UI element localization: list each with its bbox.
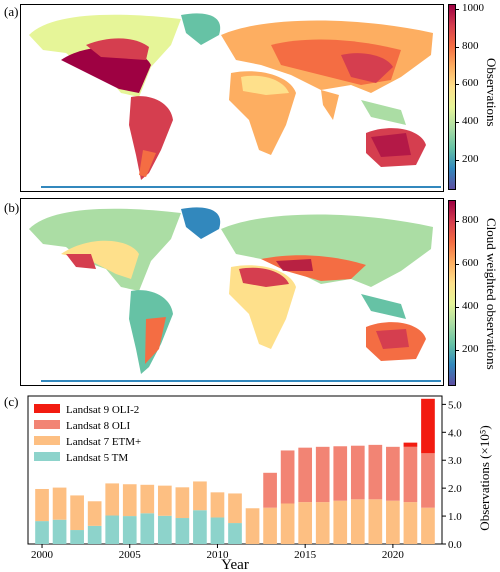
bar-2021-2: [403, 446, 418, 503]
observations-map: [20, 4, 444, 192]
y-axis-ticks: 0.0 1.0 2.0 3.0 4.0 5.0: [442, 399, 462, 551]
colorbar-b-tick: 600: [455, 257, 479, 269]
bar-2002-0: [70, 530, 84, 544]
y-tick-label: 2.0: [448, 483, 462, 495]
bar-2006-1: [140, 484, 155, 514]
colorbar-b-label: Cloud weighted observations: [484, 218, 499, 370]
bar-2011-0: [228, 523, 242, 544]
colorbar-a-tick: 1000: [455, 2, 484, 14]
y-axis-label: Observations (×10⁵): [477, 425, 492, 530]
colorbar-a-tick: 600: [455, 77, 479, 89]
x-tick-label: 2015: [294, 549, 317, 561]
bar-2007-0: [157, 515, 172, 544]
bar-2018-2: [350, 445, 365, 500]
y-tick-label: 1.0: [448, 511, 462, 523]
legend-label: Landsat 9 OLI-2: [66, 404, 139, 416]
x-tick-label: 2005: [119, 549, 142, 561]
colorbar-b-tick: 400: [455, 300, 479, 312]
bar-2013-2: [263, 472, 277, 508]
legend: Landsat 9 OLI-2 Landsat 8 OLI Landsat 7 ET…: [34, 404, 141, 464]
bar-2010-1: [210, 492, 225, 518]
world-map-cloud-weighted: [29, 207, 441, 382]
colorbar-b: [448, 200, 456, 386]
colorbar-b-tick: 200: [455, 343, 479, 355]
y-tick-label: 0.0: [448, 539, 462, 551]
panel-c-label: (c): [4, 394, 19, 409]
bar-2000-0: [35, 521, 49, 544]
colorbar-a-tick: 200: [455, 153, 479, 165]
bars-group: [35, 398, 435, 544]
landsat-bar-chart: 2000 2005 2010 2015 2020 0.01.02.03.04.05.0 …: [27, 395, 492, 572]
bar-2006-0: [140, 513, 155, 544]
legend-swatch: [34, 420, 60, 429]
x-tick-label: 2020: [382, 549, 405, 561]
colorbar-a: [448, 4, 456, 190]
legend-label: Landsat 5 TM: [66, 452, 128, 464]
legend-label: Landsat 8 OLI: [66, 420, 130, 432]
cloud-weighted-map: [20, 198, 444, 386]
bar-2020-1: [386, 500, 400, 544]
y-tick-label: 3.0: [448, 455, 462, 467]
bar-2017-2: [333, 446, 348, 501]
bar-2007-1: [157, 485, 172, 516]
bar-2004-1: [105, 483, 120, 516]
x-axis-ticks: 2000 2005 2010 2015 2020: [31, 544, 404, 561]
x-tick-label: 2010: [206, 549, 229, 561]
bar-2001-0: [52, 519, 67, 544]
bar-2000-1: [35, 488, 49, 522]
colorbar-a-label: Observations: [484, 58, 499, 127]
bar-2022-1: [421, 507, 435, 544]
bar-2003-1: [87, 501, 102, 526]
bar-2015-1: [298, 502, 313, 544]
legend-swatch: [34, 404, 60, 413]
bar-2020-2: [386, 446, 400, 501]
x-tick-label: 2000: [31, 549, 54, 561]
bar-2022-3: [421, 398, 435, 454]
bar-2019-2: [368, 444, 383, 500]
bar-2021-1: [403, 502, 418, 544]
bar-2010-0: [210, 517, 225, 544]
bar-2016-1: [315, 502, 330, 544]
bar-2004-0: [105, 515, 120, 544]
bar-2018-1: [350, 499, 365, 544]
legend-swatch: [34, 436, 60, 445]
bar-2022-2: [421, 453, 435, 508]
bar-2001-1: [52, 487, 67, 520]
bar-2021-3: [403, 442, 418, 447]
bar-2019-1: [368, 499, 383, 544]
bar-2017-1: [333, 500, 348, 544]
colorbar-b-tick: 800: [455, 214, 479, 226]
legend-label: Landsat 7 ETM+: [66, 436, 141, 448]
bar-2008-1: [175, 487, 190, 519]
bar-2014-1: [280, 503, 295, 544]
bar-2008-0: [175, 518, 190, 544]
world-map-observations: [29, 13, 441, 188]
bar-2003-0: [87, 525, 102, 544]
y-tick-label: 4.0: [448, 427, 462, 439]
colorbar-a-tick: 800: [455, 40, 479, 52]
colorbar-a-tick: 400: [455, 115, 479, 127]
x-axis-label: Year: [221, 557, 249, 572]
y-tick-label: 5.0: [448, 399, 462, 411]
bar-2013-1: [263, 507, 277, 544]
legend-swatch: [34, 452, 60, 461]
bar-2011-1: [228, 493, 242, 524]
bar-2005-0: [122, 516, 137, 544]
bar-2016-2: [315, 446, 330, 503]
bar-2012-1: [245, 508, 260, 544]
bar-2005-1: [122, 484, 137, 517]
bar-2009-1: [193, 481, 207, 511]
panel-b-label: (b): [4, 200, 20, 215]
bar-2002-1: [70, 495, 84, 531]
bar-2015-2: [298, 447, 313, 503]
panel-a-label: (a): [4, 4, 19, 19]
bar-2009-0: [193, 510, 207, 544]
bar-2014-2: [280, 450, 295, 504]
